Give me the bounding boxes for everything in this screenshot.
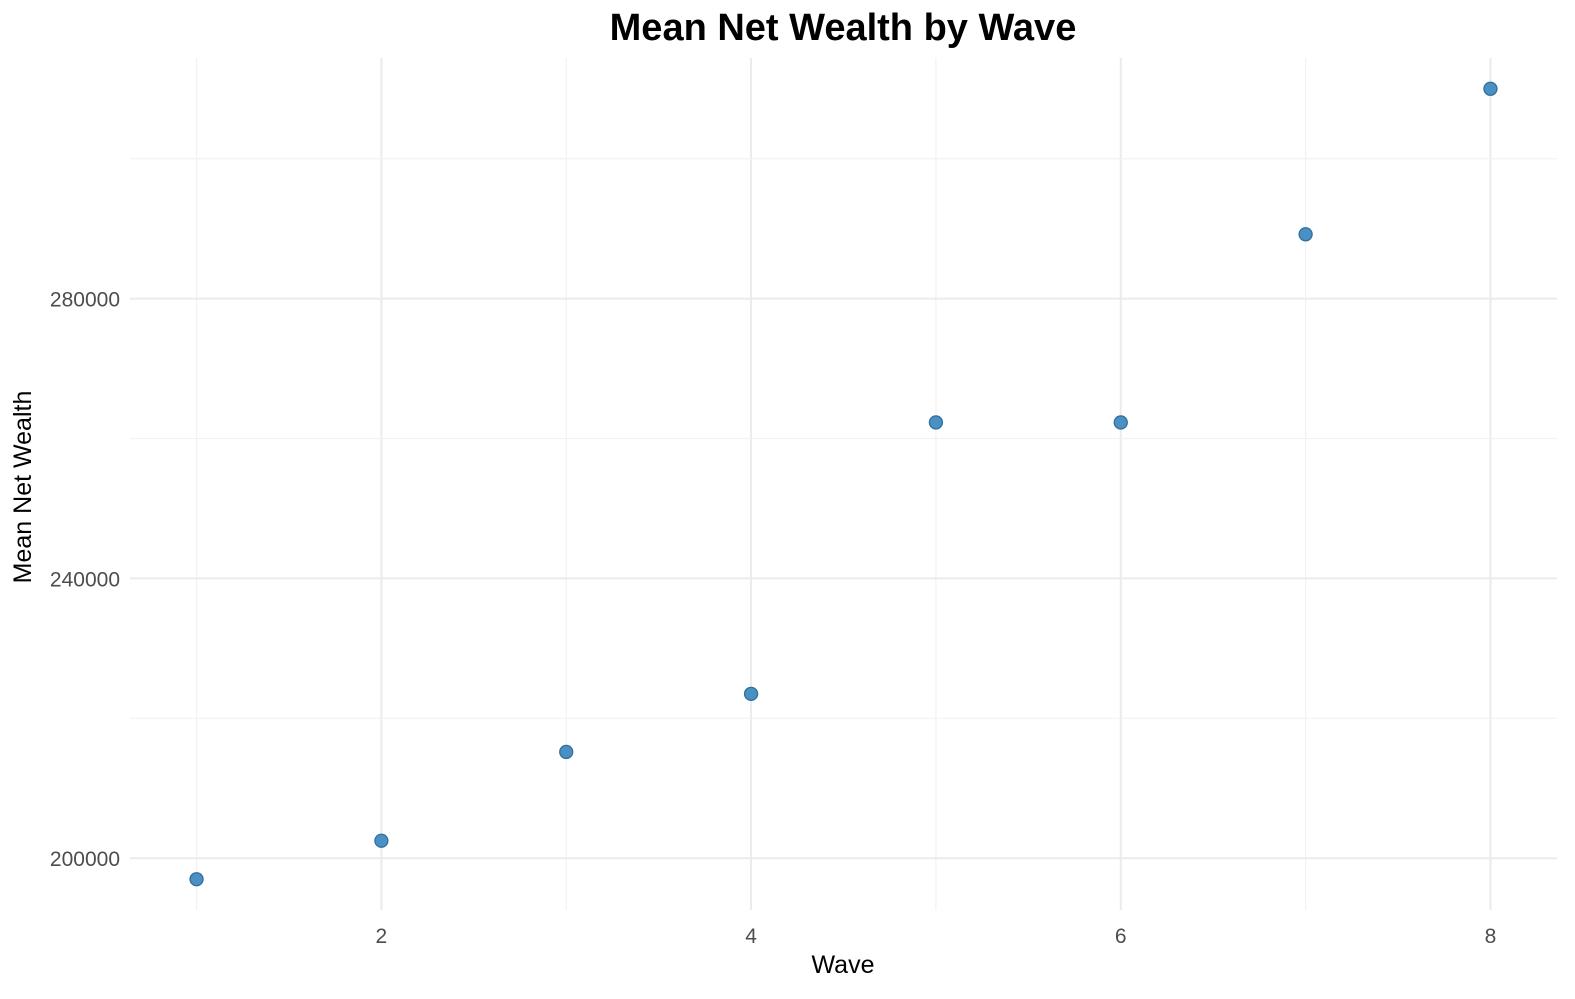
data-point <box>1483 81 1498 96</box>
grid-layer <box>130 58 1557 910</box>
x-tick-label: 4 <box>745 925 757 948</box>
y-tick-label: 240000 <box>50 568 120 591</box>
x-axis-title: Wave <box>812 951 875 979</box>
data-point <box>1298 227 1313 242</box>
points-layer <box>189 81 1498 887</box>
y-tick-label: 280000 <box>50 289 120 312</box>
y-tick-label: 200000 <box>50 848 120 871</box>
data-point <box>743 686 759 702</box>
tick-labels-layer: 2 4 6 8 200000 240000 280000 <box>50 289 1496 948</box>
data-point <box>189 872 204 887</box>
y-axis-title: Mean Net Wealth <box>9 391 37 584</box>
x-tick-label: 8 <box>1485 925 1497 948</box>
data-point <box>928 415 944 430</box>
data-point <box>374 833 389 848</box>
x-tick-label: 2 <box>376 925 388 948</box>
data-point <box>1113 415 1128 430</box>
data-point <box>559 744 574 760</box>
chart-title: Mean Net Wealth by Wave <box>610 7 1077 49</box>
x-tick-label: 6 <box>1115 925 1127 948</box>
